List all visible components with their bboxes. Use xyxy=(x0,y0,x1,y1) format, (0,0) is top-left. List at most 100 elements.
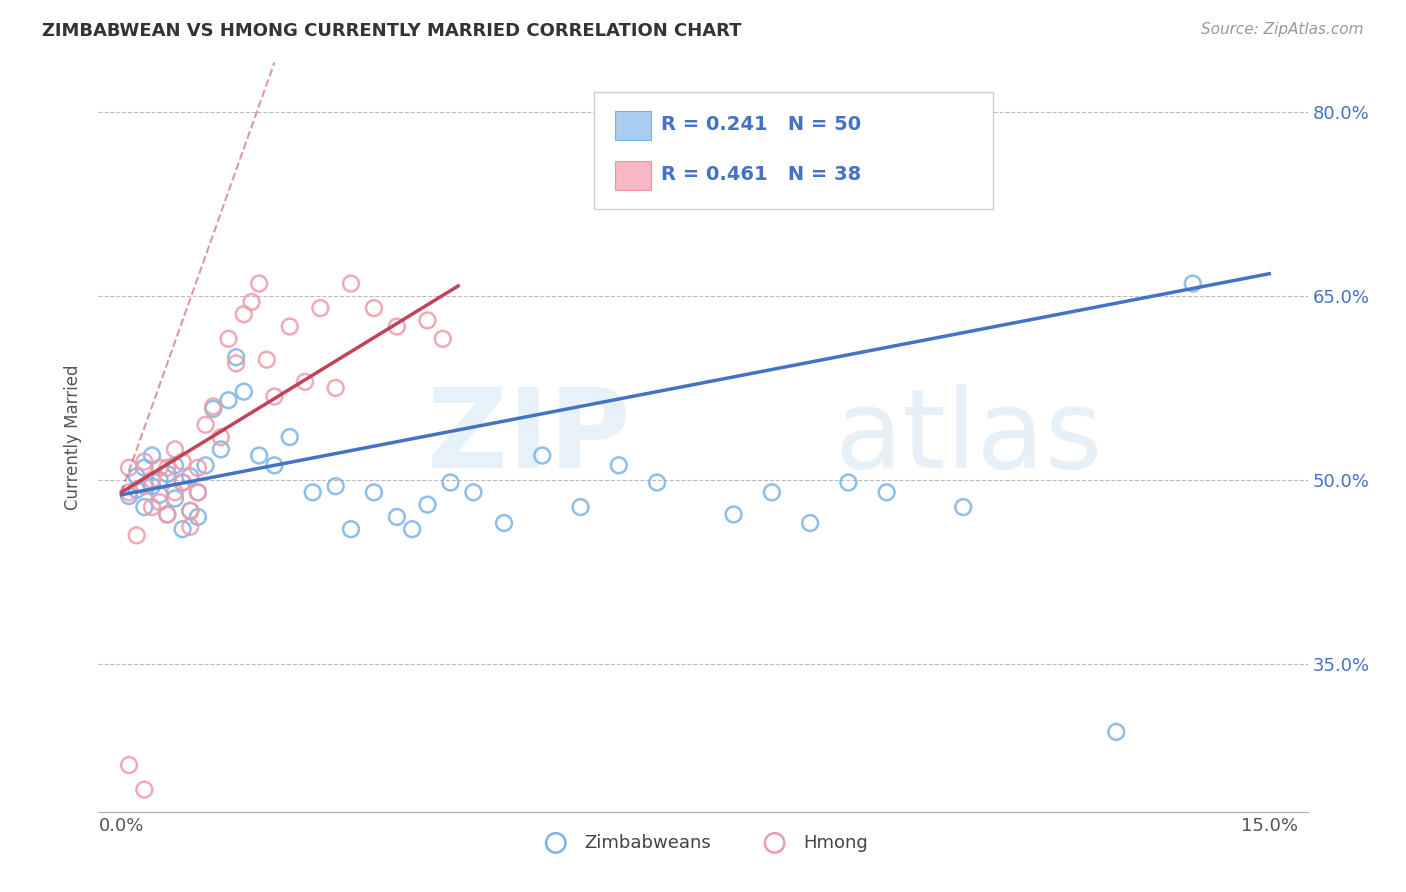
Point xyxy=(163,442,186,457)
Point xyxy=(1181,277,1204,291)
Point xyxy=(301,485,323,500)
Point xyxy=(163,458,186,473)
Point xyxy=(232,307,254,321)
Point xyxy=(325,381,347,395)
Point xyxy=(256,352,278,367)
Point xyxy=(340,522,363,536)
Point xyxy=(416,498,439,512)
Point xyxy=(125,483,148,497)
Point xyxy=(134,782,156,797)
Point xyxy=(118,758,141,772)
Point xyxy=(141,449,163,463)
Point xyxy=(278,319,301,334)
Point xyxy=(118,485,141,500)
Text: ZIP: ZIP xyxy=(427,384,630,491)
Text: Source: ZipAtlas.com: Source: ZipAtlas.com xyxy=(1201,22,1364,37)
Point xyxy=(163,491,186,506)
FancyBboxPatch shape xyxy=(595,93,993,209)
Y-axis label: Currently Married: Currently Married xyxy=(65,364,83,510)
Point xyxy=(194,458,217,473)
Point xyxy=(118,460,141,475)
Point xyxy=(209,430,232,444)
Point xyxy=(187,485,209,500)
Point xyxy=(156,508,179,522)
Point xyxy=(432,332,454,346)
Bar xyxy=(614,161,651,190)
Point xyxy=(645,475,668,490)
Point xyxy=(401,522,423,536)
Point xyxy=(172,475,194,490)
Point xyxy=(172,475,194,490)
Point xyxy=(247,449,270,463)
Point xyxy=(179,520,201,534)
Point xyxy=(1105,724,1128,739)
Bar xyxy=(614,112,651,140)
Point xyxy=(141,500,163,514)
Point xyxy=(141,479,163,493)
Point xyxy=(416,313,439,327)
Point xyxy=(363,485,385,500)
Point xyxy=(163,485,186,500)
Point xyxy=(439,475,461,490)
Point xyxy=(240,295,263,310)
Point xyxy=(761,485,783,500)
Point xyxy=(187,485,209,500)
Legend: Zimbabweans, Hmong: Zimbabweans, Hmong xyxy=(530,827,876,859)
Point xyxy=(952,500,974,514)
Point xyxy=(263,458,285,473)
Point xyxy=(569,500,592,514)
Point xyxy=(125,528,148,542)
Point xyxy=(463,485,485,500)
Point xyxy=(187,460,209,475)
Point xyxy=(799,516,821,530)
Point xyxy=(202,401,225,416)
Point xyxy=(118,489,141,503)
Point xyxy=(202,400,225,414)
Point xyxy=(156,467,179,481)
Point xyxy=(134,460,156,475)
Point xyxy=(325,479,347,493)
Point xyxy=(134,479,156,493)
Point xyxy=(209,442,232,457)
Point xyxy=(187,510,209,524)
Point xyxy=(218,332,240,346)
Point xyxy=(149,488,172,502)
Point xyxy=(607,458,630,473)
Point xyxy=(149,473,172,487)
Point xyxy=(225,356,247,370)
Point xyxy=(156,460,179,475)
Point xyxy=(837,475,859,490)
Point xyxy=(172,522,194,536)
Point xyxy=(531,449,554,463)
Point xyxy=(134,500,156,514)
Point xyxy=(876,485,898,500)
Point xyxy=(247,277,270,291)
Point xyxy=(134,455,156,469)
Point xyxy=(218,393,240,408)
Text: ZIMBABWEAN VS HMONG CURRENTLY MARRIED CORRELATION CHART: ZIMBABWEAN VS HMONG CURRENTLY MARRIED CO… xyxy=(42,22,742,40)
Text: R = 0.241   N = 50: R = 0.241 N = 50 xyxy=(661,115,860,134)
Point xyxy=(179,504,201,518)
Point xyxy=(309,301,332,315)
Point xyxy=(179,504,201,518)
Point xyxy=(263,390,285,404)
Point xyxy=(363,301,385,315)
Point xyxy=(232,384,254,399)
Point xyxy=(340,277,363,291)
Point xyxy=(149,460,172,475)
Point xyxy=(194,417,217,432)
Point xyxy=(156,508,179,522)
Point xyxy=(385,510,408,524)
Point xyxy=(141,473,163,487)
Point xyxy=(492,516,515,530)
Point xyxy=(294,375,316,389)
Point xyxy=(723,508,745,522)
Point xyxy=(172,455,194,469)
Point xyxy=(385,319,408,334)
Point xyxy=(149,495,172,509)
Text: atlas: atlas xyxy=(835,384,1104,491)
Point xyxy=(125,469,148,483)
Point xyxy=(225,350,247,364)
Point xyxy=(179,469,201,483)
Text: R = 0.461   N = 38: R = 0.461 N = 38 xyxy=(661,165,860,185)
